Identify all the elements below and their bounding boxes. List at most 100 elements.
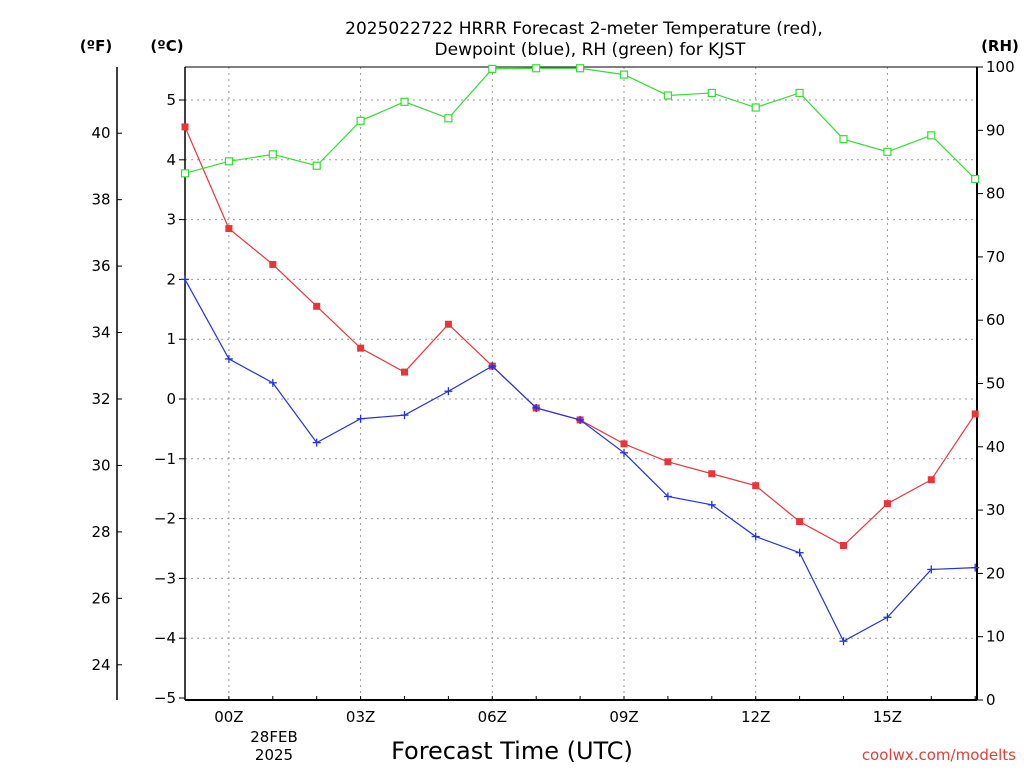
dewpoint-point	[883, 613, 892, 622]
rh-tick-label: 60	[986, 311, 1005, 329]
rh-tick-label: 70	[986, 248, 1005, 266]
rh-point	[971, 174, 980, 184]
x-axis-label: Forecast Time (UTC)	[391, 737, 633, 765]
fahrenheit-tick-label: 36	[91, 257, 110, 275]
grid-lines	[185, 67, 977, 700]
rh-tick-label: 10	[986, 628, 1005, 646]
chart-subtitle: Dewpoint (blue), RH (green) for KJST	[435, 40, 747, 60]
temperature-point	[401, 368, 408, 376]
celsius-tick-label: 4	[166, 151, 176, 169]
temperature-point	[664, 458, 672, 466]
axes	[116, 66, 983, 701]
temperature-point	[840, 542, 847, 550]
rh-line	[184, 67, 976, 180]
temperature-point	[796, 518, 804, 526]
celsius-tick-label: 5	[166, 91, 176, 109]
rh-tick-label: 100	[986, 58, 1015, 76]
dewpoint-point	[400, 411, 409, 420]
temperature-line	[184, 126, 976, 547]
tick-labels: 242628303234363840−5−4−3−2−1012345010203…	[91, 58, 1014, 726]
rh-point	[795, 88, 804, 98]
fahrenheit-tick-label: 40	[91, 124, 110, 142]
fahrenheit-tick-label: 32	[91, 390, 110, 408]
rh-point	[444, 114, 453, 123]
temperature-point	[313, 302, 321, 310]
fahrenheit-tick-label: 30	[91, 456, 110, 474]
rh-tick-label: 20	[986, 564, 1005, 582]
dewpoint-point	[532, 403, 541, 412]
rh-point	[883, 147, 892, 156]
dewpoint-point	[444, 387, 453, 396]
temperature-point	[357, 344, 365, 352]
data-series	[180, 64, 980, 646]
temperature-point	[708, 470, 716, 478]
celsius-tick-label: 1	[166, 330, 176, 348]
rh-tick-label: 50	[986, 375, 1005, 393]
rh-point	[663, 91, 673, 100]
dewpoint-point	[663, 492, 672, 501]
fahrenheit-tick-label: 28	[91, 523, 110, 541]
rh-point	[839, 135, 848, 144]
dewpoint-point	[620, 448, 628, 457]
temperature-point	[971, 410, 979, 418]
rh-tick-label: 90	[986, 121, 1005, 139]
rh-point	[532, 64, 541, 73]
rh-point	[268, 150, 277, 159]
temperature-point	[927, 476, 935, 484]
rh-point	[707, 88, 716, 98]
rh-point	[400, 97, 409, 106]
rh-point	[619, 70, 629, 79]
dewpoint-point	[839, 637, 848, 646]
dewpoint-point	[927, 565, 936, 574]
rh-tick-label: 0	[986, 691, 996, 709]
rh-unit-label: (RH)	[981, 37, 1019, 55]
temperature-point	[883, 500, 891, 508]
fahrenheit-tick-label: 38	[91, 191, 110, 209]
fahrenheit-tick-label: 26	[91, 589, 110, 607]
x-tick-label: 09Z	[609, 708, 638, 726]
fahrenheit-tick-label: 24	[91, 656, 110, 674]
dewpoint-point	[312, 438, 321, 447]
temperature-point	[620, 440, 628, 448]
credit-text[interactable]: coolwx.com/modelts	[862, 746, 1016, 764]
celsius-tick-label: −2	[154, 510, 176, 528]
temperature-point	[444, 320, 452, 328]
celsius-tick-label: −5	[154, 689, 176, 707]
dewpoint-point	[751, 532, 760, 541]
dewpoint-point	[181, 275, 189, 284]
celsius-tick-label: −3	[154, 569, 176, 587]
dewpoint-point	[488, 362, 497, 371]
rh-point	[575, 64, 585, 73]
x-tick-label: 06Z	[478, 708, 507, 726]
dewpoint-point	[268, 378, 277, 387]
x-tick-label: 12Z	[741, 708, 770, 726]
rh-point	[488, 64, 497, 73]
dewpoint-point	[356, 414, 365, 423]
rh-tick-label: 40	[986, 438, 1005, 456]
temperature-point	[181, 123, 189, 131]
chart-title: 2025022722 HRRR Forecast 2-meter Tempera…	[345, 19, 823, 39]
fahrenheit-unit-label: (ºF)	[80, 37, 112, 55]
celsius-tick-label: 0	[166, 390, 176, 408]
temperature-point	[225, 225, 233, 233]
dewpoint-point	[971, 563, 980, 572]
dewpoint-point	[707, 500, 716, 509]
date-label-year: 2025	[255, 746, 293, 764]
dewpoint-point	[795, 548, 804, 557]
celsius-tick-label: 3	[166, 211, 176, 229]
temperature-point	[269, 260, 277, 268]
celsius-tick-label: 2	[166, 270, 176, 288]
celsius-tick-label: −1	[154, 450, 176, 468]
x-tick-label: 00Z	[214, 708, 243, 726]
rh-point	[751, 103, 760, 112]
celsius-unit-label: (ºC)	[150, 37, 183, 55]
x-tick-label: 15Z	[873, 708, 902, 726]
temperature-point	[752, 482, 760, 490]
rh-point	[356, 116, 365, 125]
rh-point	[180, 169, 190, 178]
rh-tick-label: 30	[986, 501, 1005, 519]
rh-tick-label: 80	[986, 185, 1005, 203]
dewpoint-line	[184, 279, 976, 643]
rh-point	[927, 131, 936, 140]
